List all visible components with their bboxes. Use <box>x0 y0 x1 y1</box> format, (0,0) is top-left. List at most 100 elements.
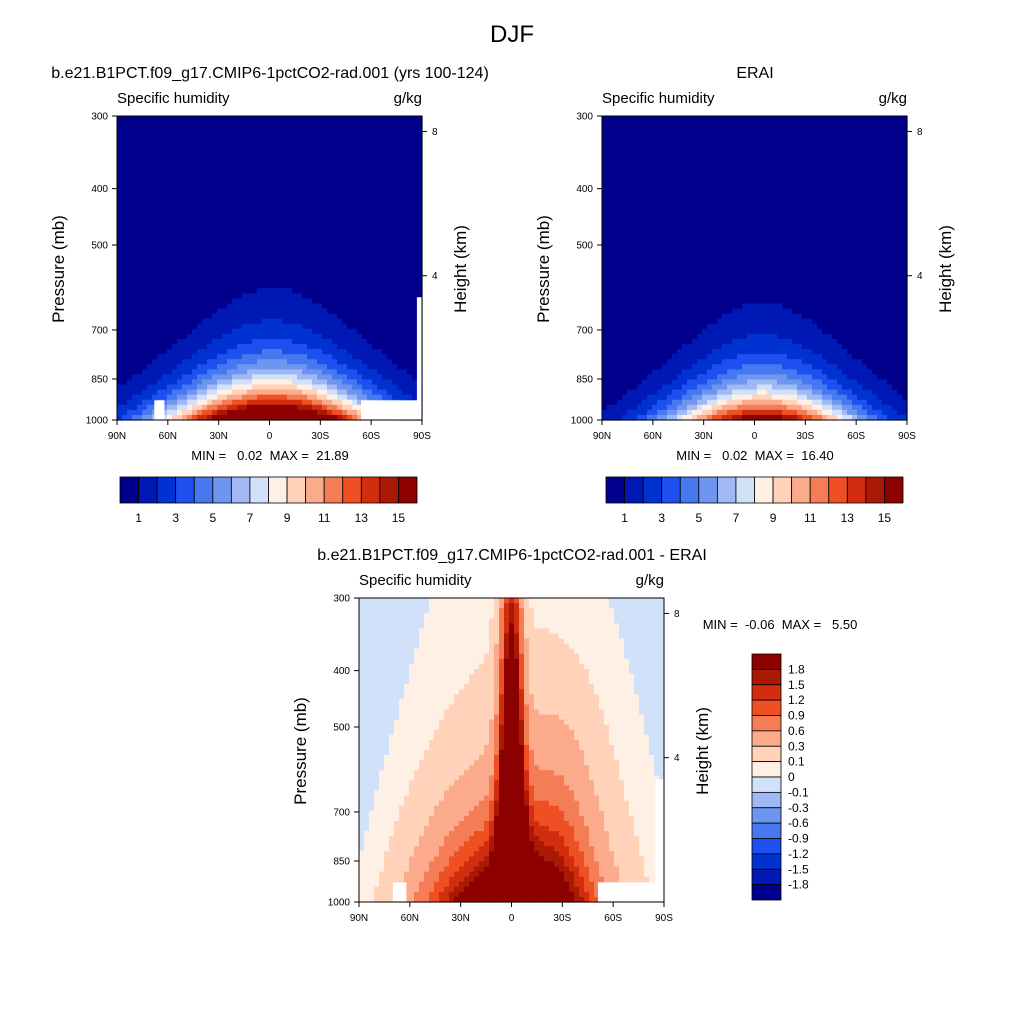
contour-cell <box>212 212 218 218</box>
contour-cell <box>387 141 393 147</box>
contour-cell <box>347 409 353 416</box>
contour-cell <box>602 262 608 269</box>
contour-cell <box>322 141 328 147</box>
contour-cell <box>697 247 703 254</box>
contour-cell <box>622 257 628 264</box>
contour-cell <box>117 298 123 305</box>
contour-cell <box>342 293 348 299</box>
contour-cell <box>307 161 313 168</box>
contour-cell <box>122 384 128 391</box>
contour-cell <box>177 308 183 315</box>
contour-cell <box>307 359 313 365</box>
contour-cell <box>702 323 708 330</box>
contour-cell <box>347 131 353 137</box>
contour-cell <box>142 257 148 264</box>
contour-cell <box>362 328 368 335</box>
contour-cell <box>177 207 183 213</box>
panel-obs-variable: Specific humidity <box>602 90 715 107</box>
contour-cell <box>407 146 413 153</box>
contour-cell <box>617 151 623 158</box>
contour-cell <box>627 313 633 320</box>
contour-cell <box>682 399 688 406</box>
contour-cell <box>297 136 303 142</box>
contour-cell <box>247 257 253 264</box>
contour-cell <box>417 237 423 244</box>
contour-cell <box>392 333 398 340</box>
contour-cell <box>392 344 398 350</box>
contour-cell <box>282 227 288 234</box>
contour-cell <box>662 166 668 173</box>
contour-cell <box>652 313 658 320</box>
contour-cell <box>662 156 668 163</box>
contour-cell <box>377 192 383 198</box>
contour-cell <box>157 288 163 294</box>
contour-cell <box>602 176 608 183</box>
contour-cell <box>297 252 303 259</box>
contour-cell <box>277 278 283 284</box>
colorbar-label: 9 <box>284 511 291 525</box>
contour-cell <box>617 333 623 340</box>
contour-cell <box>252 404 258 411</box>
contour-cell <box>647 399 653 406</box>
contour-cell <box>362 131 368 137</box>
contour-cell <box>222 207 228 213</box>
contour-cell <box>242 126 248 132</box>
contour-cell <box>322 303 328 310</box>
contour-cell <box>157 308 163 315</box>
contour-cell <box>347 136 353 142</box>
contour-cell <box>692 374 698 381</box>
contour-cell <box>297 126 303 132</box>
contour-cell <box>202 146 208 153</box>
contour-cell <box>122 126 128 132</box>
contour-cell <box>632 389 638 396</box>
contour-cell <box>647 242 653 249</box>
contour-cell <box>222 364 228 370</box>
contour-cell <box>602 328 608 335</box>
contour-cell <box>677 318 683 325</box>
contour-cell <box>672 359 678 365</box>
contour-cell <box>627 242 633 249</box>
contour-cell <box>162 278 168 284</box>
contour-cell <box>217 151 223 158</box>
contour-cell <box>197 409 203 416</box>
contour-cell <box>187 186 193 193</box>
contour-cell <box>667 227 673 234</box>
contour-cell <box>367 136 373 142</box>
contour-cell <box>352 283 358 289</box>
contour-cell <box>387 364 393 370</box>
contour-cell <box>352 202 358 208</box>
contour-cell <box>702 161 708 168</box>
contour-cell <box>692 389 698 396</box>
contour-cell <box>327 141 333 147</box>
contour-cell <box>632 121 638 127</box>
contour-cell <box>412 369 418 375</box>
contour-cell <box>227 257 233 264</box>
contour-cell <box>272 303 278 310</box>
contour-cell <box>207 181 213 188</box>
contour-cell <box>682 333 688 340</box>
contour-cell <box>332 333 338 340</box>
contour-cell <box>342 349 348 355</box>
contour-cell <box>392 121 398 127</box>
contour-cell <box>217 156 223 163</box>
contour-cell <box>682 404 688 411</box>
contour-cell <box>652 359 658 365</box>
contour-cell <box>662 278 668 284</box>
contour-cell <box>187 308 193 315</box>
contour-cell <box>217 166 223 173</box>
contour-cell <box>132 409 138 416</box>
contour-cell <box>702 414 708 421</box>
contour-cell <box>652 146 658 153</box>
contour-cell <box>682 257 688 264</box>
contour-cell <box>322 318 328 325</box>
contour-cell <box>602 161 608 168</box>
contour-cell <box>232 409 238 416</box>
contour-cell <box>232 369 238 375</box>
contour-cell <box>657 181 663 188</box>
contour-cell <box>232 283 238 289</box>
contour-cell <box>307 121 313 127</box>
contour-cell <box>332 166 338 173</box>
contour-cell <box>262 308 268 315</box>
contour-cell <box>347 313 353 320</box>
contour-cell <box>327 409 333 416</box>
